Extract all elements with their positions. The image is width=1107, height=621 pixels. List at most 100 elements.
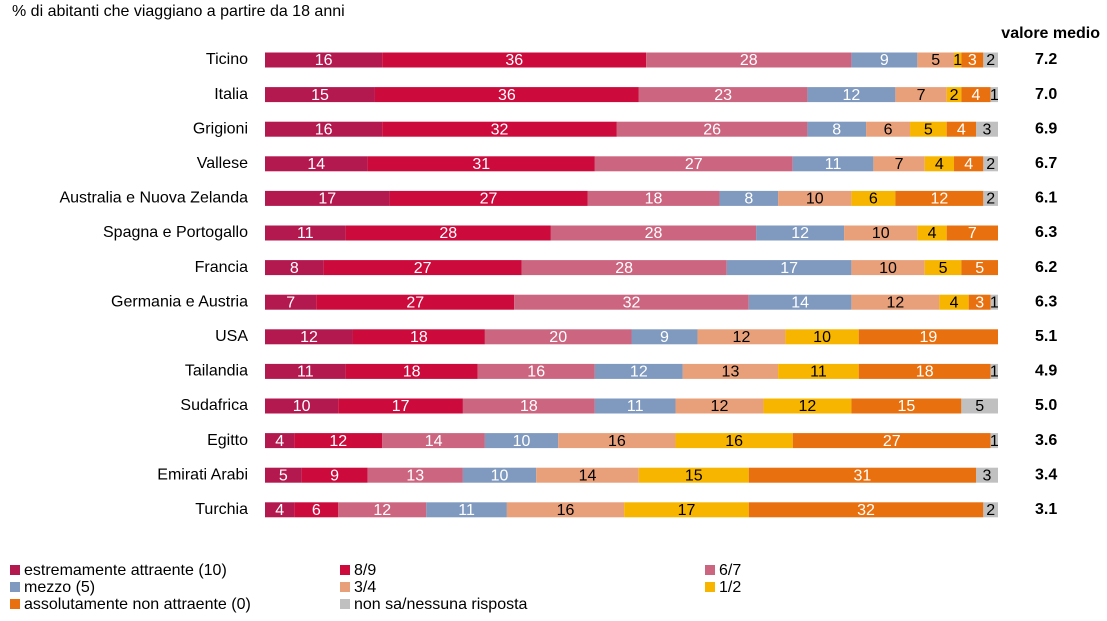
value-label: 18 — [403, 364, 421, 381]
value-label: 12 — [373, 502, 391, 519]
value-label: 12 — [791, 225, 809, 242]
bar-segment — [851, 190, 896, 206]
category-label: Tailandia — [185, 363, 248, 380]
bar-segment — [778, 363, 859, 379]
value-label: 31 — [472, 156, 490, 173]
mean-value: 6.1 — [1035, 190, 1057, 207]
side-title: valore medio — [1001, 25, 1100, 42]
value-label: 28 — [645, 225, 663, 242]
value-label: 12 — [930, 191, 948, 208]
bar-segment — [983, 190, 998, 206]
bar-segment — [990, 294, 998, 310]
mean-value: 5.1 — [1035, 328, 1057, 345]
value-label: 27 — [406, 294, 424, 311]
value-label: 12 — [630, 364, 648, 381]
value-label: 5 — [975, 260, 984, 277]
value-label: 36 — [505, 52, 523, 69]
value-label: 1 — [990, 87, 999, 104]
value-label: 2 — [986, 191, 995, 208]
mean-value: 3.1 — [1035, 501, 1057, 518]
bar-segment — [976, 467, 998, 483]
value-label: 1 — [953, 52, 962, 69]
bar-segment — [866, 121, 911, 137]
value-label: 8 — [290, 260, 299, 277]
value-label: 16 — [557, 502, 575, 519]
bar-segment — [265, 433, 295, 449]
bar-segment — [638, 87, 808, 103]
bar-segment — [514, 294, 749, 310]
mean-value: 7.2 — [1035, 51, 1057, 68]
bar-segment — [265, 52, 383, 68]
bar-segment — [484, 329, 632, 345]
value-label: 12 — [733, 329, 751, 346]
bar-segment — [338, 398, 463, 414]
bar-segment — [536, 467, 639, 483]
bar-segment — [682, 363, 779, 379]
bar-segment — [265, 398, 339, 414]
bar-segment — [550, 225, 757, 241]
value-label: 3 — [983, 121, 992, 138]
value-label: 3 — [968, 52, 977, 69]
value-label: 10 — [513, 433, 531, 450]
value-label: 16 — [315, 121, 333, 138]
value-label: 36 — [498, 87, 516, 104]
bar-segment — [462, 398, 595, 414]
value-label: 4 — [964, 156, 973, 173]
bar-segment — [778, 190, 852, 206]
bar-segment — [389, 190, 588, 206]
bar-segment — [990, 433, 998, 449]
value-label: 19 — [919, 329, 937, 346]
bar-segment — [265, 502, 295, 518]
bar-segment — [374, 87, 639, 103]
bar-segment — [917, 52, 955, 68]
value-label: 4 — [972, 87, 981, 104]
bar-segment — [294, 502, 339, 518]
bar-segment — [924, 156, 955, 172]
value-label: 6 — [869, 191, 878, 208]
value-label: 11 — [297, 225, 314, 242]
value-label: 4 — [950, 294, 959, 311]
value-label: 27 — [883, 433, 901, 450]
value-label: 16 — [608, 433, 626, 450]
bar-segment — [719, 190, 779, 206]
bar-segment — [594, 156, 793, 172]
value-label: 1 — [990, 364, 999, 381]
legend-swatch — [10, 599, 20, 609]
value-label: 32 — [491, 121, 509, 138]
legend-swatch — [705, 582, 715, 592]
bar-segment — [990, 87, 998, 103]
bar-segment — [851, 398, 962, 414]
bar-segment — [983, 502, 998, 518]
category-label: Sudafrica — [180, 397, 248, 414]
value-label: 13 — [406, 467, 424, 484]
bar-segment — [858, 329, 998, 345]
value-label: 27 — [685, 156, 703, 173]
category-label: Ticino — [206, 51, 248, 68]
value-label: 9 — [660, 329, 669, 346]
bar-segment — [646, 52, 852, 68]
category-label: Vallese — [197, 155, 248, 172]
value-label: 3 — [975, 294, 984, 311]
legend-label: assolutamente non attraente (0) — [24, 596, 251, 613]
bar-segment — [748, 294, 852, 310]
bar-segment — [265, 363, 346, 379]
bar-segment — [961, 52, 984, 68]
value-label: 2 — [950, 87, 959, 104]
bar-segment — [851, 260, 925, 276]
value-label: 7 — [895, 156, 904, 173]
bar-segment — [844, 225, 918, 241]
value-label: 12 — [843, 87, 861, 104]
bar-segment — [294, 433, 383, 449]
value-label: 27 — [480, 191, 498, 208]
legend-label: 1/2 — [719, 579, 741, 596]
value-label: 6 — [312, 502, 321, 519]
mean-value: 6.3 — [1035, 224, 1057, 241]
bar-segment — [265, 156, 368, 172]
value-label: 5 — [975, 398, 984, 415]
bar-segment — [484, 433, 559, 449]
bar-segment — [265, 294, 317, 310]
legend-swatch — [340, 582, 350, 592]
value-label: 15 — [897, 398, 915, 415]
value-label: 17 — [678, 502, 696, 519]
value-label: 9 — [330, 467, 339, 484]
